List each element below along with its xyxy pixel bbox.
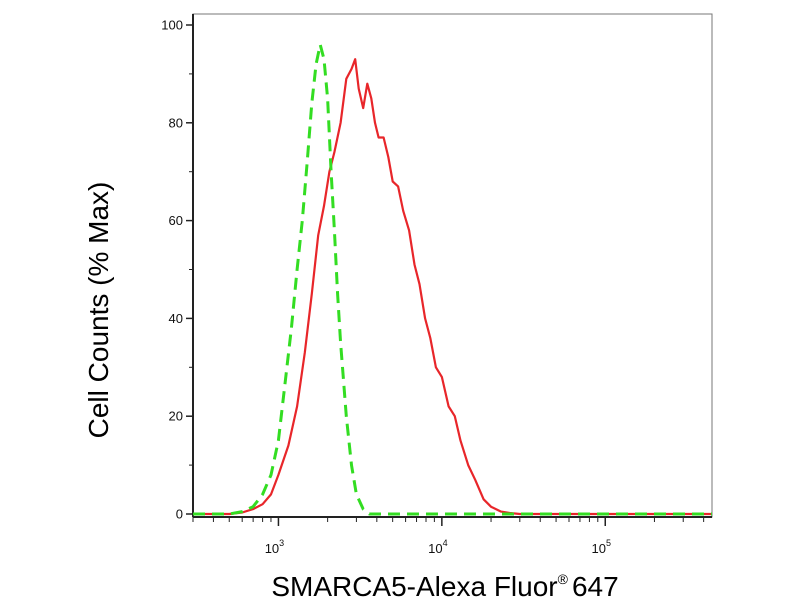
registered-mark: ®	[558, 571, 569, 587]
y-tick-label: 20	[169, 409, 183, 424]
y-tick-label: 100	[161, 18, 183, 33]
y-tick-label: 0	[176, 507, 183, 522]
x-tick-label: 105	[592, 538, 611, 556]
x-tick-exponent: 5	[606, 538, 611, 548]
x-tick-label: 103	[265, 538, 284, 556]
x-tick-exponent: 3	[279, 538, 284, 548]
x-axis-ticks: 103 104 105	[192, 517, 705, 556]
y-tick-label: 40	[169, 311, 183, 326]
y-axis-label: Cell Counts (% Max)	[83, 182, 114, 439]
sample-series-line	[193, 58, 712, 516]
plot-border	[192, 13, 713, 518]
control-series-line	[193, 43, 712, 516]
plot-frame	[192, 13, 713, 518]
x-tick-exponent: 4	[443, 538, 448, 548]
series-layer	[193, 43, 712, 516]
x-axis-label: SMARCA5-Alexa Fluor® 647	[271, 571, 618, 600]
y-tick-label: 60	[169, 213, 183, 228]
x-axis-label-suffix: 647	[572, 571, 619, 600]
x-tick-label: 104	[428, 538, 447, 556]
y-tick-label: 80	[169, 115, 183, 130]
y-axis-ticks: 0 20 40 60 80 100	[161, 18, 193, 522]
x-axis-label-main: SMARCA5-Alexa Fluor	[271, 571, 557, 600]
